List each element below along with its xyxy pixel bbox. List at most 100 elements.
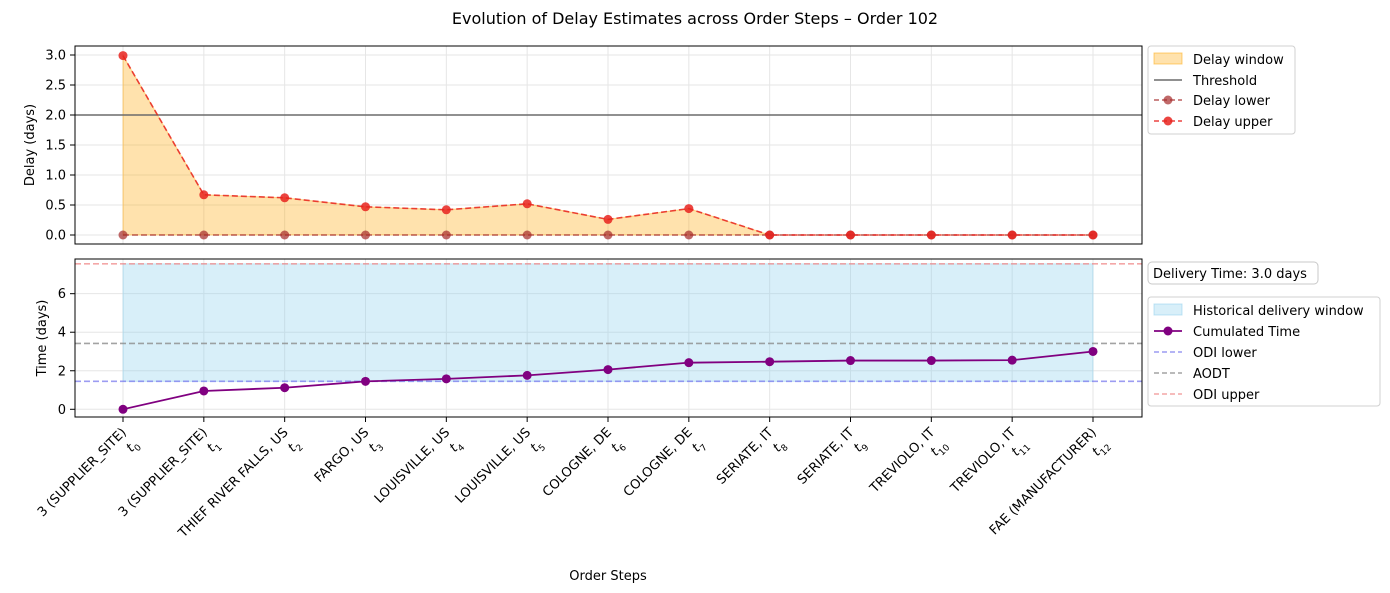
bottom-y-tick-label: 6	[58, 287, 66, 302]
cumulated-point	[118, 404, 128, 414]
bottom-y-tick-label: 0	[58, 403, 66, 418]
x-tick-location: SERIATE, IT	[714, 425, 777, 488]
x-tick-step-index: 6	[618, 443, 629, 454]
x-tick-location: COLOGNE, DE	[540, 425, 615, 500]
delay-upper-point	[361, 202, 370, 212]
delay-upper-point	[765, 230, 775, 240]
cumulated-point	[361, 376, 370, 386]
x-tick-step: t1	[204, 437, 224, 457]
cumulated-point	[846, 356, 855, 366]
bottom-legend: Historical delivery window Cumulated Tim…	[1147, 296, 1381, 407]
cumulated-point	[522, 370, 532, 380]
x-tick-step: t2	[285, 437, 305, 457]
top-y-tick-label: 2.0	[45, 109, 66, 124]
top-y-tick-label: 2.5	[45, 79, 66, 94]
delay-upper-point	[1088, 230, 1098, 240]
x-tick-step: t7	[689, 437, 709, 457]
delivery-time-text: Delivery Time: 3.0 days	[1153, 267, 1307, 282]
x-tick-step: t5	[528, 437, 548, 457]
legend-cumulated-label: Cumulated Time	[1193, 325, 1300, 340]
top-y-tick-label: 3.0	[45, 49, 66, 64]
delay-lower-point	[361, 230, 370, 240]
delay-lower-point	[522, 230, 532, 240]
x-tick-step: t4	[447, 437, 468, 458]
delay-lower-point	[199, 230, 209, 240]
top-y-tick-label: 1.5	[45, 139, 66, 154]
x-axis-label: Order Steps	[569, 569, 647, 584]
cumulated-point	[926, 356, 936, 366]
legend-historical-window-label: Historical delivery window	[1193, 304, 1364, 319]
delay-lower-point	[280, 230, 290, 240]
x-tick-step: t8	[770, 437, 791, 458]
legend-delay-window-swatch	[1153, 52, 1183, 65]
bottom-cumulated-points	[118, 346, 1098, 414]
bottom-y-tick-label: 4	[58, 326, 66, 341]
cumulated-point	[684, 358, 694, 368]
bottom-y-tick-label: 2	[58, 364, 66, 379]
x-tick-step: t9	[851, 437, 872, 458]
x-tick-location: LOUISVILLE, US	[453, 425, 534, 506]
x-tick-step-index: 1	[214, 443, 225, 454]
cumulated-point	[603, 365, 613, 375]
legend-delay-lower-label: Delay lower	[1193, 94, 1271, 109]
delay-lower-point	[684, 230, 694, 240]
x-tick-step-index: 0	[133, 443, 144, 454]
x-tick-labels: 3 (SUPPLIER_SITE)t03 (SUPPLIER_SITE)t1TH…	[35, 417, 1114, 542]
cumulated-point	[441, 374, 451, 384]
delay-upper-point	[118, 51, 128, 61]
top-y-tick-label: 1.0	[45, 169, 66, 184]
x-tick-location: 3 (SUPPLIER_SITE)	[35, 425, 130, 520]
bottom-y-axis-label: Time (days)	[35, 300, 50, 378]
delay-upper-point	[684, 204, 694, 214]
legend-aodt-label: AODT	[1193, 367, 1230, 382]
delay-upper-point	[199, 190, 209, 200]
delay-upper-point	[280, 193, 290, 203]
x-tick-step-index: 7	[699, 443, 710, 454]
x-tick-step-index: 3	[375, 443, 386, 454]
legend-delay-upper-marker	[1163, 116, 1173, 126]
legend-odi-lower-label: ODI lower	[1193, 346, 1257, 361]
top-delay-upper-points	[118, 51, 1098, 240]
chart-title: Evolution of Delay Estimates across Orde…	[452, 9, 938, 28]
legend-delay-window-label: Delay window	[1193, 53, 1284, 68]
delay-lower-point	[118, 230, 128, 240]
top-y-tick-label: 0.5	[45, 199, 66, 214]
top-y-axis-label: Delay (days)	[23, 104, 38, 186]
x-tick-location: COLOGNE, DE	[621, 425, 696, 500]
delay-lower-point	[603, 230, 613, 240]
legend-delay-upper-label: Delay upper	[1193, 115, 1273, 130]
x-tick-step-index: 9	[860, 443, 871, 454]
top-y-ticks: 0.0 0.5 1.0 1.5 2.0 2.5 3.0	[45, 49, 75, 244]
x-tick-location: FARGO, US	[312, 425, 373, 486]
bottom-historical-window-area	[122, 263, 1094, 382]
x-tick-step: t0	[124, 437, 145, 458]
bottom-panel: 0 2 4 6 Time (days) Delivery Time: 3.0 days…	[35, 258, 1381, 418]
cumulated-point	[1007, 355, 1017, 365]
legend-delay-lower-marker	[1163, 95, 1173, 105]
legend-historical-window-swatch	[1153, 303, 1183, 316]
delivery-time-box: Delivery Time: 3.0 days	[1147, 261, 1319, 285]
bottom-grid	[75, 259, 1142, 417]
top-panel: 0.0 0.5 1.0 1.5 2.0 2.5 3.0 Delay (days) Delay…	[23, 45, 1296, 245]
legend-odi-upper-label: ODI upper	[1193, 388, 1260, 403]
x-tick-step-index: 5	[537, 443, 548, 454]
x-tick-location: SERIATE, IT	[795, 425, 858, 488]
delay-upper-point	[603, 214, 613, 224]
cumulated-point	[199, 386, 209, 396]
x-tick-step: t3	[366, 437, 386, 457]
bottom-y-ticks: 0 2 4 6	[58, 287, 75, 418]
cumulated-point	[1088, 346, 1098, 356]
legend-cumulated-marker	[1163, 326, 1173, 336]
cumulated-point	[765, 357, 775, 367]
legend-threshold-label: Threshold	[1192, 74, 1257, 89]
top-legend: Delay window Threshold Delay lower Delay…	[1147, 45, 1296, 135]
delay-upper-point	[522, 199, 532, 209]
x-tick-step-index: 8	[780, 443, 791, 454]
